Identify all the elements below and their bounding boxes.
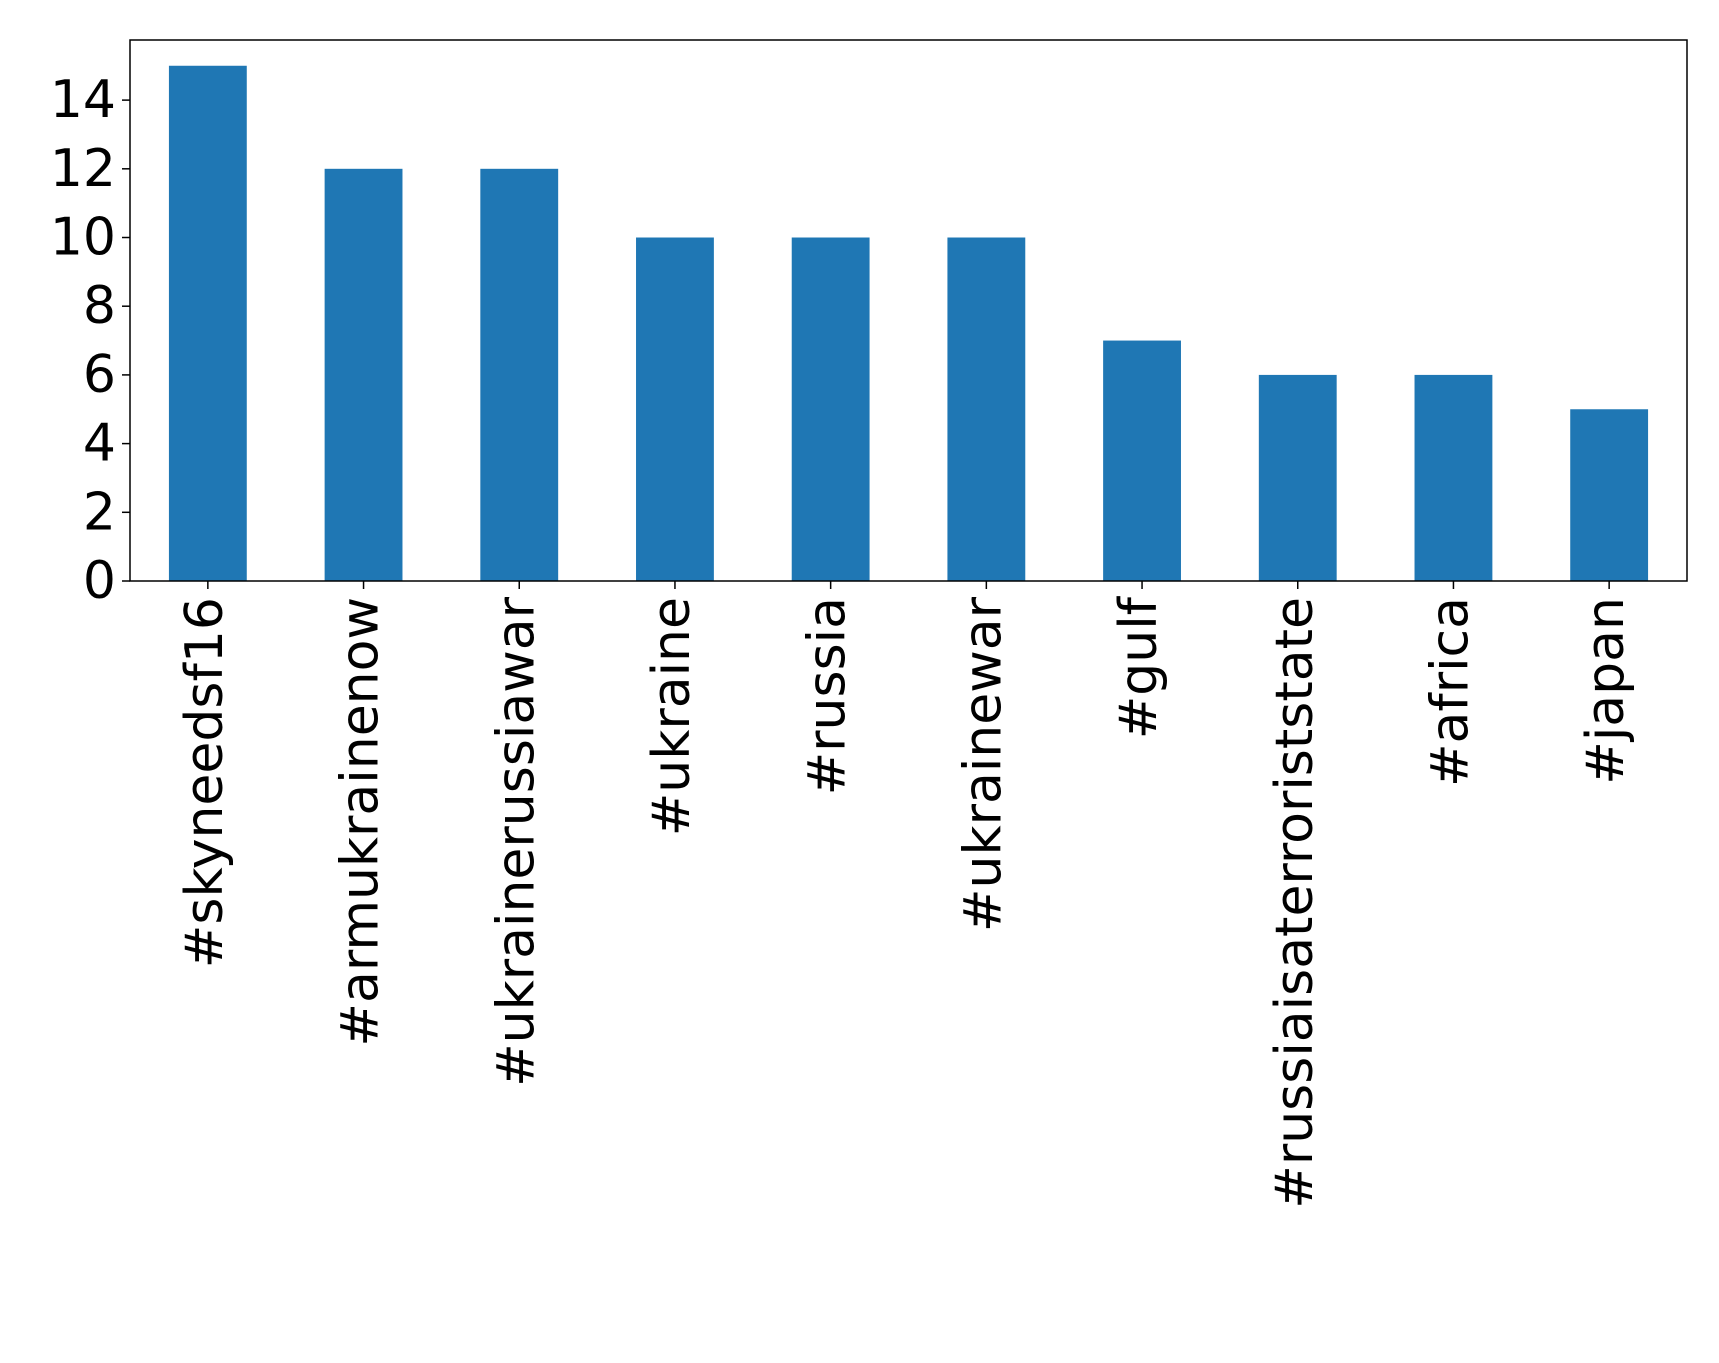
bar	[791, 237, 870, 581]
bar	[168, 65, 247, 581]
y-tick-label: 6	[83, 345, 116, 405]
x-tick-label: #russiaisaterroriststate	[1265, 597, 1325, 1209]
x-tick-label: #ukrainerussiawar	[486, 596, 546, 1087]
bar	[1414, 374, 1493, 581]
x-tick-label: #russia	[798, 597, 858, 795]
plot-frame	[129, 39, 1688, 582]
y-tick-label: 8	[83, 276, 116, 336]
bar	[324, 168, 403, 582]
x-tick-label: #japan	[1576, 597, 1636, 785]
y-tick-label: 2	[83, 482, 116, 542]
x-tick-label: #gulf	[1109, 595, 1169, 739]
y-tick-label: 14	[50, 70, 116, 130]
bar	[1103, 340, 1181, 581]
bar	[480, 168, 559, 582]
bar	[1258, 374, 1337, 581]
bar	[947, 237, 1026, 581]
y-tick-label: 10	[50, 208, 116, 268]
y-tick-label: 0	[83, 551, 116, 611]
x-tick-label: #armukrainenow	[331, 597, 391, 1047]
x-tick-label: #africa	[1420, 597, 1480, 787]
bar	[636, 237, 714, 581]
y-tick-label: 4	[83, 414, 116, 474]
y-tick-label: 12	[50, 139, 116, 199]
x-tick-label: #skyneedsf16	[175, 597, 235, 968]
x-tick-label: #ukrainewar	[953, 596, 1013, 932]
x-tick-label: #ukraine	[642, 597, 702, 836]
bar	[1570, 409, 1649, 581]
